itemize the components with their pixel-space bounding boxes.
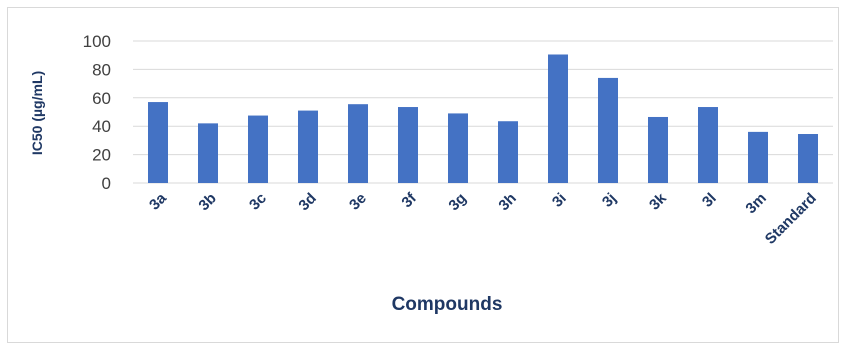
bar-3i: [548, 54, 568, 183]
x-tick-label: 3l: [699, 190, 720, 211]
y-axis-ticks: 0 20 40 60 80 100: [83, 32, 111, 193]
y-tick-label: 20: [92, 146, 111, 165]
x-tick-label: 3h: [495, 190, 519, 214]
bar-3l: [698, 107, 718, 183]
y-tick-label: 40: [92, 117, 111, 136]
y-axis-title: IC50 (µg/mL): [29, 71, 45, 155]
bar-standard: [798, 134, 818, 183]
y-tick-label: 100: [83, 32, 111, 51]
bar-3j: [598, 77, 618, 183]
bar-3k: [648, 116, 668, 183]
x-tick-label: 3e: [346, 190, 370, 214]
x-axis-title: Compounds: [392, 294, 503, 315]
y-tick-label: 60: [92, 89, 111, 108]
x-tick-label: 3c: [246, 190, 270, 214]
bar-3m: [748, 131, 768, 183]
x-tick-label: 3f: [398, 189, 420, 211]
x-tick-label: 3d: [295, 190, 319, 214]
gridlines: [133, 40, 833, 184]
bar-3g: [448, 113, 468, 183]
x-tick-label: 3k: [646, 189, 670, 213]
bar-3e: [348, 104, 368, 183]
x-tick-label: 3i: [549, 190, 570, 211]
x-tick-label: 3m: [742, 190, 769, 217]
bars: [148, 54, 818, 183]
bar-3b: [198, 123, 218, 183]
y-tick-label: 80: [92, 60, 111, 79]
x-tick-label: 3j: [599, 190, 620, 211]
x-tick-label: 3g: [445, 190, 469, 214]
bar-3f: [398, 107, 418, 183]
x-tick-label: Standard: [762, 190, 820, 248]
bar-3a: [148, 102, 168, 183]
x-tick-label: 3b: [195, 190, 219, 214]
y-tick-label: 0: [102, 174, 111, 193]
bar-3c: [248, 115, 268, 183]
bar-3h: [498, 121, 518, 183]
bar-3d: [298, 110, 318, 183]
x-tick-label: 3a: [146, 189, 170, 213]
